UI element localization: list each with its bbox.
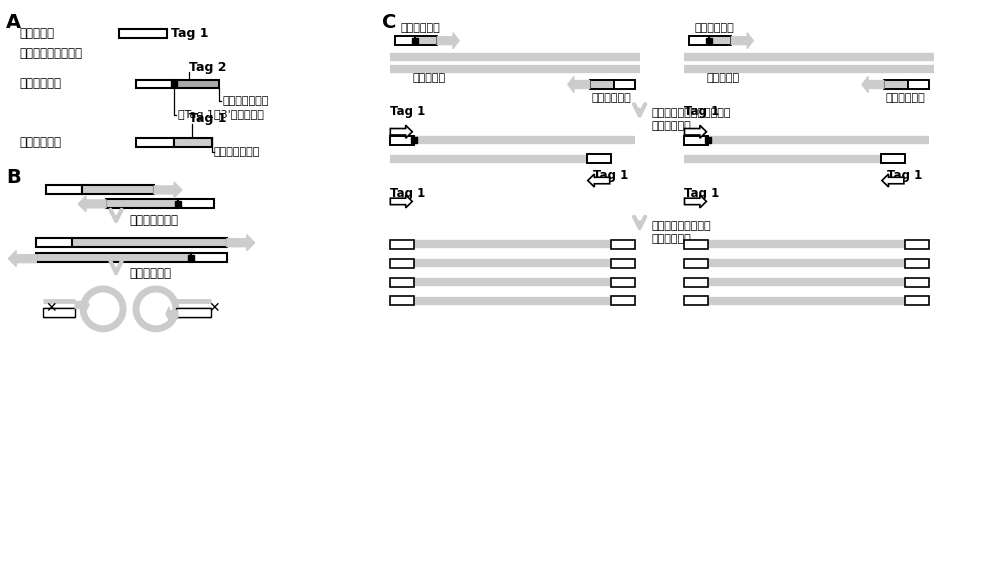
Bar	[390, 240, 414, 249]
Text: Tag 1: Tag 1	[887, 169, 922, 181]
Polygon shape	[78, 196, 106, 212]
Text: Tag 1: Tag 1	[171, 27, 208, 40]
Bar	[82, 185, 154, 195]
Bar	[390, 135, 414, 145]
Polygon shape	[437, 33, 459, 49]
Polygon shape	[684, 125, 706, 138]
Text: 第二反向引物: 第二反向引物	[886, 93, 926, 103]
Polygon shape	[8, 251, 36, 266]
Bar	[72, 238, 227, 247]
Bar	[884, 80, 908, 89]
Bar	[611, 296, 635, 305]
Text: 第一靶核酸: 第一靶核酸	[412, 73, 445, 83]
Polygon shape	[390, 125, 412, 138]
Bar	[611, 278, 635, 286]
Bar	[174, 138, 212, 147]
Text: 第一正向引物: 第一正向引物	[19, 77, 61, 91]
Text: ✕: ✕	[208, 301, 219, 315]
Bar	[689, 36, 709, 45]
Text: 靶基因特异序列: 靶基因特异序列	[223, 96, 269, 106]
Polygon shape	[75, 298, 89, 312]
Text: 第一靶特异性引物对: 第一靶特异性引物对	[19, 46, 82, 60]
Text: Tag 1: Tag 1	[593, 169, 628, 181]
Text: 第二靶核酸: 第二靶核酸	[706, 73, 740, 83]
Text: 进行初始扩增: 进行初始扩增	[652, 121, 691, 131]
Polygon shape	[882, 174, 904, 187]
Bar	[684, 240, 708, 249]
Text: 茎环结构形成: 茎环结构形成	[129, 267, 171, 280]
Bar	[136, 80, 174, 88]
Text: B: B	[6, 168, 21, 187]
Bar	[390, 296, 414, 305]
Bar	[119, 29, 167, 38]
Text: A: A	[6, 13, 22, 32]
Polygon shape	[154, 182, 182, 198]
Bar	[611, 240, 635, 249]
Bar	[106, 199, 178, 208]
Bar	[178, 199, 214, 208]
Text: 以高浓度的通用引物: 以高浓度的通用引物	[652, 222, 711, 231]
Polygon shape	[390, 195, 412, 208]
Bar	[590, 80, 614, 89]
Text: Tag 1: Tag 1	[390, 105, 426, 118]
Bar	[905, 259, 929, 267]
Bar	[905, 296, 929, 305]
Bar	[709, 36, 731, 45]
Text: ✕: ✕	[45, 301, 57, 315]
Bar	[390, 278, 414, 286]
Bar	[684, 259, 708, 267]
Text: 第一反向引物: 第一反向引物	[19, 136, 61, 149]
Bar	[587, 154, 611, 163]
Text: 第一反向引物: 第一反向引物	[592, 93, 631, 103]
Text: Tag 1: Tag 1	[684, 105, 720, 118]
Text: Tag 2: Tag 2	[189, 61, 226, 73]
Bar	[43, 308, 75, 317]
Text: Tag 1: Tag 1	[390, 188, 426, 200]
Bar	[36, 253, 191, 262]
Text: 靶基因特异序列: 靶基因特异序列	[214, 147, 260, 157]
Bar	[46, 185, 82, 195]
Polygon shape	[862, 76, 884, 92]
Text: C: C	[382, 13, 397, 32]
Polygon shape	[568, 76, 590, 92]
Bar	[611, 259, 635, 267]
Text: Tag 1: Tag 1	[189, 113, 226, 125]
Bar	[390, 259, 414, 267]
Text: 进行后续扩增: 进行后续扩增	[652, 234, 691, 244]
Text: 以低浓度的靶特异性引物对: 以低浓度的靶特异性引物对	[652, 108, 731, 118]
Polygon shape	[684, 195, 706, 208]
Polygon shape	[166, 307, 178, 321]
Bar	[905, 278, 929, 286]
Bar	[174, 80, 219, 88]
Text: 第一正向引物: 第一正向引物	[400, 23, 440, 33]
Bar	[395, 36, 415, 45]
Bar	[684, 278, 708, 286]
Bar	[191, 253, 227, 262]
Text: Tag 1: Tag 1	[684, 188, 720, 200]
Bar	[908, 80, 929, 89]
Text: 第二正向引物: 第二正向引物	[694, 23, 734, 33]
Polygon shape	[588, 174, 610, 187]
Text: 引物二聚体形成: 引物二聚体形成	[129, 214, 178, 227]
Bar	[684, 296, 708, 305]
Bar	[136, 138, 174, 147]
Text: 通用引物：: 通用引物：	[19, 27, 54, 40]
Bar	[176, 308, 211, 317]
Bar	[415, 36, 437, 45]
Bar	[684, 135, 708, 145]
Bar	[614, 80, 635, 89]
Polygon shape	[227, 235, 255, 251]
Bar	[36, 238, 72, 247]
Bar	[881, 154, 905, 163]
Polygon shape	[731, 33, 753, 49]
Text: 与Tag 1在3'端存在差异: 与Tag 1在3'端存在差异	[178, 110, 264, 120]
Bar	[905, 240, 929, 249]
